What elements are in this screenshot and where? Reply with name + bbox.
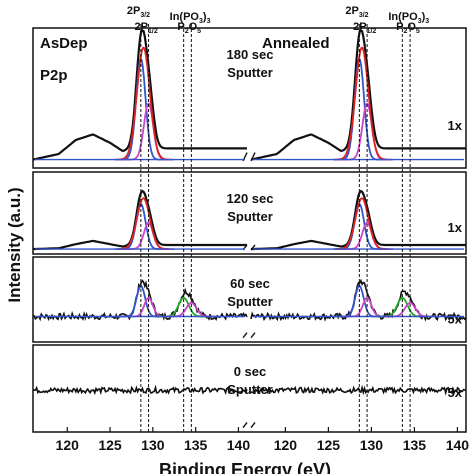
x-axis: 120 125 130 135 140 120 125 130 135 140 <box>56 427 470 453</box>
fit-component-envelope <box>117 46 170 161</box>
curves-layer <box>32 29 467 396</box>
x-tick-label: 135 <box>403 437 427 453</box>
x-tick-label: 130 <box>141 437 165 453</box>
peak-marker-label: 2P1/2 <box>353 21 376 35</box>
axis-break-mark <box>242 422 248 429</box>
peak-marker-label: In(PO3)3 <box>388 11 429 25</box>
sputter-time-label: 120 sec <box>227 191 274 206</box>
measured-spectrum <box>250 29 466 161</box>
peak-marker-label: P2O5 <box>396 21 420 35</box>
sputter-word-label: Sputter <box>227 65 273 80</box>
x-tick-label: 135 <box>184 437 208 453</box>
measured-spectrum <box>250 189 466 251</box>
panel-frame <box>32 256 467 343</box>
panel-frame <box>32 344 467 433</box>
sputter-word-label: Sputter <box>227 382 273 397</box>
peak-marker-label: 2P1/2 <box>135 21 158 35</box>
panels-layer: 180 sec Sputter 1x 120 sec Sputter 1x 60 sec Sp… <box>32 27 467 433</box>
x-tick-label: 130 <box>360 437 384 453</box>
x-tick-label: 125 <box>317 437 341 453</box>
panel-frame <box>32 27 467 169</box>
y-axis-label: Intensity (a.u.) <box>5 187 24 302</box>
scale-factor-label: 1x <box>448 220 463 235</box>
measured-spectrum <box>250 278 467 322</box>
peak-marker-label: In(PO3)3 <box>170 11 211 25</box>
fit-component-envelope <box>336 46 388 161</box>
core-level-label: P2p <box>40 67 68 84</box>
x-tick-label: 120 <box>274 437 298 453</box>
axis-break-mark <box>250 422 256 429</box>
scale-factor-label: 1x <box>448 118 463 133</box>
sputter-time-label: 60 sec <box>230 276 270 291</box>
peak-marker-label: 2P3/2 <box>345 5 368 19</box>
measured-spectrum <box>250 384 467 396</box>
axis-break-mark <box>250 332 256 339</box>
x-tick-label: 125 <box>98 437 122 453</box>
sputter-time-label: 0 sec <box>234 364 267 379</box>
measured-spectrum <box>32 29 247 161</box>
x-tick-label: 120 <box>56 437 80 453</box>
column-title-asdep: AsDep <box>40 35 88 52</box>
x-tick-label: 140 <box>227 437 251 453</box>
peak-marker-label: P2O5 <box>177 21 201 35</box>
sputter-word-label: Sputter <box>227 294 273 309</box>
measured-spectrum <box>32 189 247 251</box>
sputter-word-label: Sputter <box>227 209 273 224</box>
x-axis-label: Binding Energy (eV) <box>159 460 331 474</box>
fit-component-envelope <box>336 197 388 250</box>
axis-break-mark <box>242 332 248 339</box>
x-tick-label: 140 <box>446 437 470 453</box>
sputter-time-label: 180 sec <box>227 47 274 62</box>
fit-component-envelope <box>117 197 170 250</box>
peak-marker-label: 2P3/2 <box>127 5 150 19</box>
panel-frame <box>32 171 467 255</box>
column-title-annealed: Annealed <box>262 35 330 52</box>
measured-spectrum <box>32 384 248 396</box>
